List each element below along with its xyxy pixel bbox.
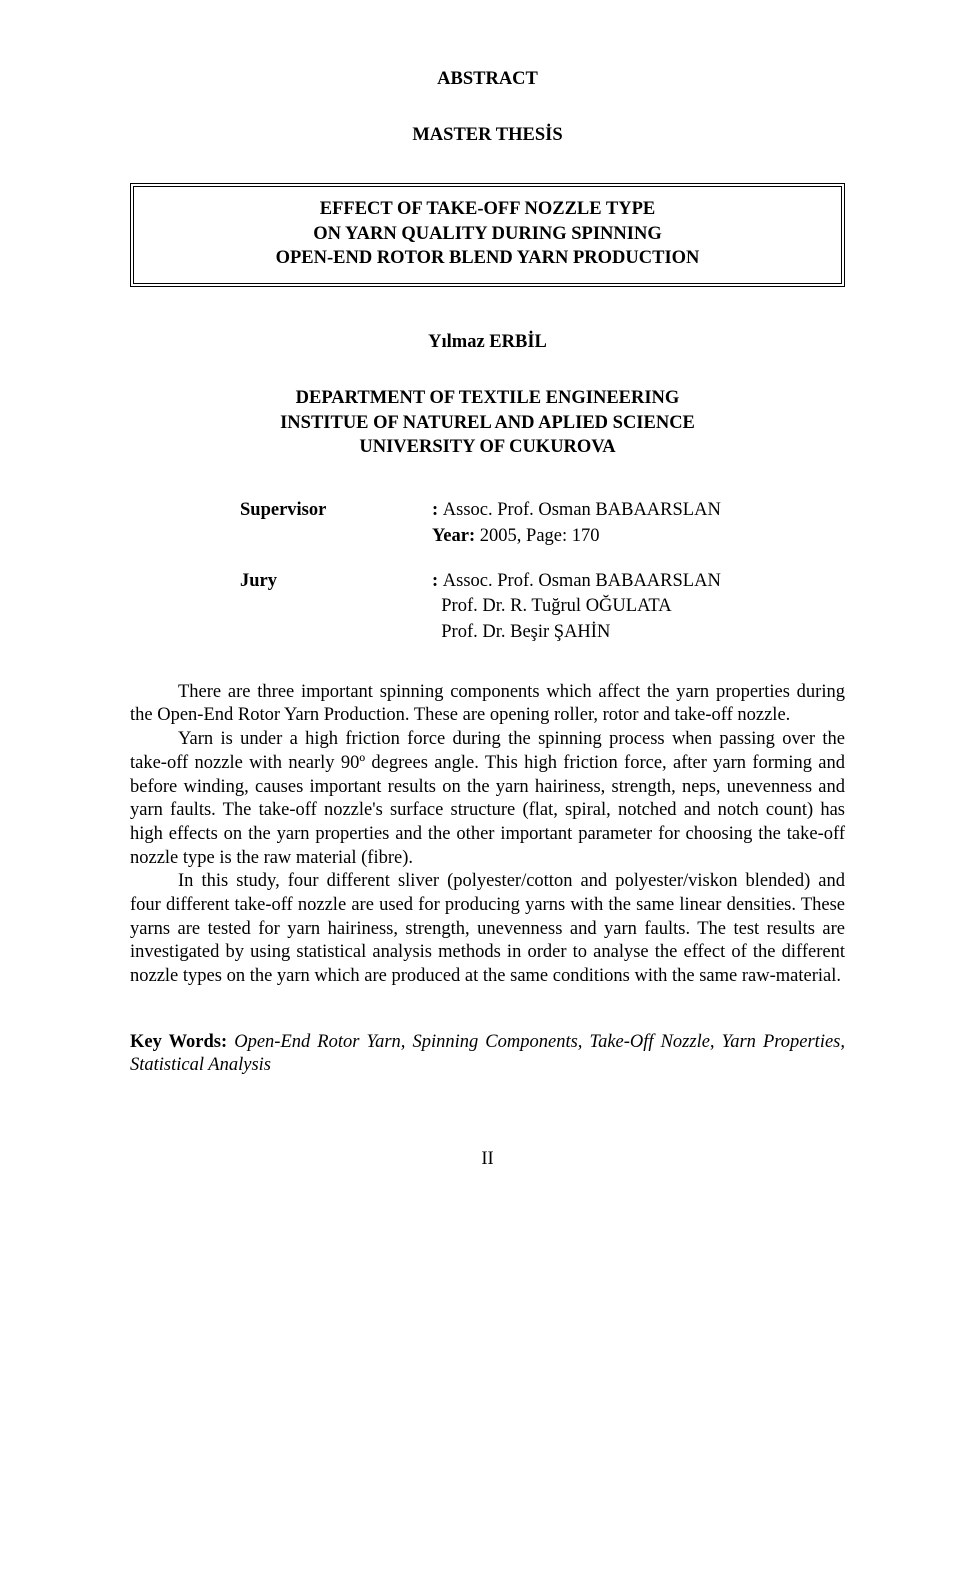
year-page-label: Year: (432, 526, 480, 546)
keywords-line: Key Words: Open-End Rotor Yarn, Spinning… (130, 1031, 845, 1078)
title-line-3: OPEN-END ROTOR BLEND YARN PRODUCTION (146, 246, 829, 270)
department-block: DEPARTMENT OF TEXTILE ENGINEERING INSTIT… (130, 386, 845, 459)
keywords-label: Key Words: (130, 1032, 234, 1052)
jury-colon: : (432, 571, 443, 591)
supervisor-colon: : (432, 500, 443, 520)
jury-member-2: Prof. Dr. R. Tuğrul OĞULATA (441, 596, 671, 616)
author-name: Yılmaz ERBİL (130, 331, 845, 355)
master-thesis-heading: MASTER THESİS (130, 124, 845, 148)
dept-line-1: DEPARTMENT OF TEXTILE ENGINEERING (130, 386, 845, 410)
year-page-value: 2005, Page: 170 (480, 526, 600, 546)
supervisor-label: Supervisor (240, 499, 432, 550)
title-box: EFFECT OF TAKE-OFF NOZZLE TYPE ON YARN Q… (130, 183, 845, 286)
paragraph-2: Yarn is under a high friction force duri… (130, 728, 845, 870)
page-number: II (130, 1148, 845, 1172)
info-block: Supervisor : Assoc. Prof. Osman BABAARSL… (240, 499, 845, 646)
keywords-value: Open-End Rotor Yarn, Spinning Components… (130, 1032, 845, 1076)
jury-label: Jury (240, 570, 432, 647)
jury-indent-2 (432, 596, 441, 616)
title-line-2: ON YARN QUALITY DURING SPINNING (146, 222, 829, 246)
jury-member-1: Assoc. Prof. Osman BABAARSLAN (443, 571, 721, 591)
supervisor-row: Supervisor : Assoc. Prof. Osman BABAARSL… (240, 499, 845, 550)
jury-member-3: Prof. Dr. Beşir ŞAHİN (441, 622, 610, 642)
abstract-body: There are three important spinning compo… (130, 681, 845, 989)
paragraph-1: There are three important spinning compo… (130, 681, 845, 728)
jury-indent-3 (432, 622, 441, 642)
jury-row: Jury : Assoc. Prof. Osman BABAARSLAN Pro… (240, 570, 845, 647)
paragraph-3: In this study, four different sliver (po… (130, 870, 845, 988)
supervisor-name: Assoc. Prof. Osman BABAARSLAN (443, 500, 721, 520)
dept-line-2: INSTITUE OF NATUREL AND APLIED SCIENCE (130, 411, 845, 435)
abstract-heading: ABSTRACT (130, 68, 845, 92)
title-line-1: EFFECT OF TAKE-OFF NOZZLE TYPE (146, 197, 829, 221)
dept-line-3: UNIVERSITY OF CUKUROVA (130, 435, 845, 459)
jury-value: : Assoc. Prof. Osman BABAARSLAN Prof. Dr… (432, 570, 845, 647)
supervisor-value: : Assoc. Prof. Osman BABAARSLAN Year: 20… (432, 499, 845, 550)
